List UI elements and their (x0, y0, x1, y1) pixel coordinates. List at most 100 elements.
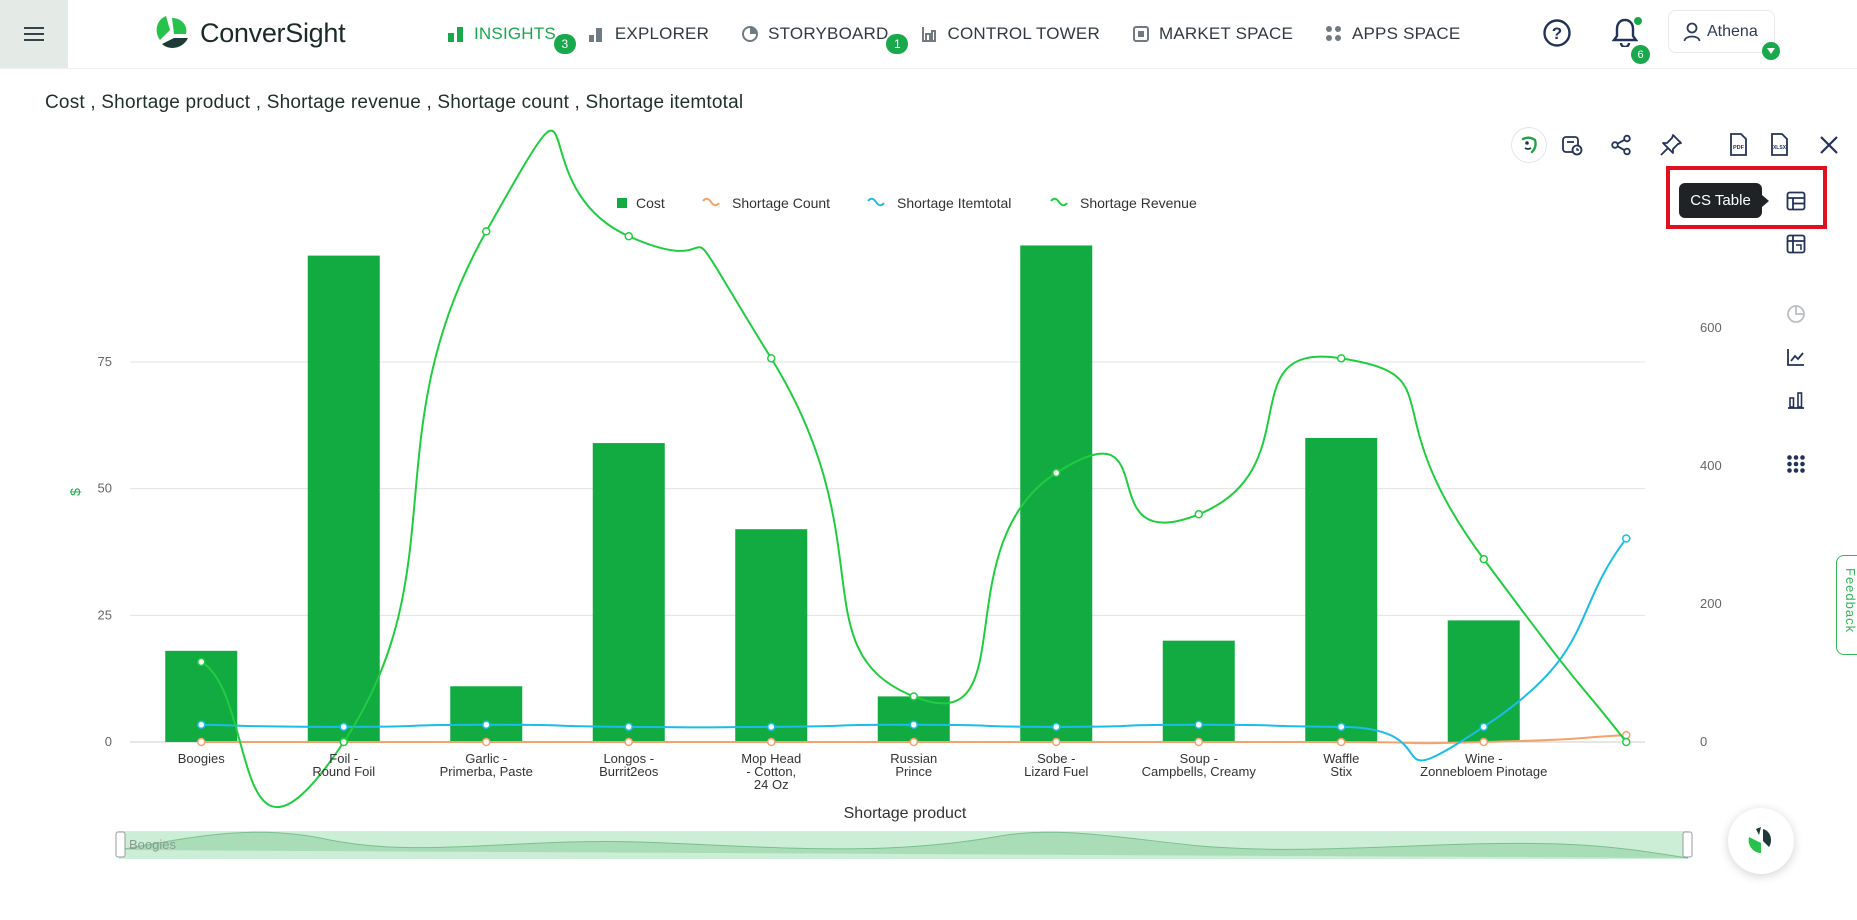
nav-apps-space[interactable]: APPS SPACE (1325, 24, 1460, 44)
hamburger-menu-button[interactable] (0, 0, 68, 68)
user-name: Athena (1707, 22, 1758, 40)
notification-dot (1634, 17, 1642, 25)
shortage-itemtotal-point (909, 720, 918, 729)
nav-control-tower[interactable]: CONTROL TOWER (920, 24, 1100, 44)
nav-storyboard[interactable]: STORYBOARD 1 (741, 24, 909, 54)
page-title: Cost , Shortage product , Shortage reven… (45, 92, 744, 113)
pin-icon (1660, 134, 1682, 156)
right-y-tick-label: 600 (1700, 320, 1722, 335)
shortage-revenue-line (200, 129, 1628, 808)
feedback-tab[interactable]: Feedback (1836, 555, 1857, 655)
main-nav: INSIGHTS 3 EXPLORER STORYBOARD 1 CONTROL… (447, 0, 1492, 68)
zoom-slider-start-label: Boogies (129, 837, 176, 852)
nav-market-space-label: MARKET SPACE (1158, 24, 1293, 43)
shortage-itemtotal-point (197, 720, 206, 729)
category-label: Round Foil (312, 764, 375, 779)
cs-table-tooltip: CS Table (1679, 183, 1769, 218)
brand-logo[interactable]: ConverSight (152, 14, 346, 52)
cost-bars (165, 245, 1520, 742)
right-y-axis: 0 200 400 600 (1700, 320, 1722, 749)
notifications-button[interactable]: 6 (1611, 17, 1650, 64)
shortage-count-point (1052, 737, 1061, 747)
chart-legend: Cost Shortage Count Shortage Itemtotal Shor… (617, 195, 1197, 211)
close-icon (1820, 136, 1838, 154)
shortage-count-point (1194, 737, 1203, 747)
pie-chart-view-button[interactable] (1781, 299, 1811, 329)
more-chart-types-button[interactable] (1781, 449, 1811, 479)
category-label: Longos - (603, 751, 654, 766)
x-axis-categories: Boogies Foil -Round Foil Garlic -Primerba,… (178, 751, 1548, 792)
cost-bar (1447, 620, 1520, 742)
shortage-revenue-point (1194, 510, 1203, 519)
cost-bar (1305, 438, 1378, 742)
category-label: 24 Oz (754, 777, 789, 792)
shortage-revenue-point (624, 231, 633, 241)
x-axis-title: Shortage product (844, 805, 967, 822)
nav-insights[interactable]: INSIGHTS 3 (447, 24, 576, 54)
conversight-assistant-icon (1748, 827, 1771, 853)
shortage-count-point (197, 737, 206, 747)
category-label: Mop Head (741, 751, 801, 766)
svg-text:PDF: PDF (1733, 145, 1745, 151)
calendar-clock-icon (1562, 136, 1583, 156)
category-label: Campbells, Creamy (1142, 764, 1257, 779)
cs-table-view-button[interactable] (1781, 186, 1811, 216)
shortage-revenue-point (1622, 737, 1631, 747)
zoom-slider-left-handle[interactable] (115, 831, 126, 858)
download-pdf-button[interactable]: PDF (1721, 128, 1755, 162)
shortage-itemtotal-point (482, 720, 491, 729)
shortage-count-point (1479, 737, 1488, 747)
highlight-annotation-box (1666, 166, 1827, 229)
shortage-revenue-point (909, 692, 918, 701)
shortage-count-point (624, 737, 633, 747)
close-button[interactable] (1812, 128, 1846, 162)
pin-button[interactable] (1654, 128, 1688, 162)
nav-explorer[interactable]: EXPLORER (588, 24, 709, 44)
shortage-itemtotal-point (624, 722, 633, 732)
shortage-count-point (909, 737, 918, 747)
schedule-report-button[interactable] (1555, 128, 1589, 162)
nav-market-space[interactable]: MARKET SPACE (1132, 24, 1293, 44)
svg-text:XLSX: XLSX (1773, 145, 1787, 151)
share-icon (1611, 134, 1631, 156)
left-y-axis: 0 25 50 75 (98, 354, 112, 749)
left-y-tick-label: 0 (105, 734, 112, 749)
legend-swatch-square (617, 198, 627, 208)
pdf-file-icon: PDF (1730, 133, 1747, 156)
user-menu[interactable]: Athena (1668, 10, 1780, 60)
bar-chart-icon (448, 27, 463, 42)
shortage-revenue-point (339, 737, 348, 747)
category-label: Foil - (329, 751, 358, 766)
y-axis-title: $ (67, 488, 83, 496)
legend-swatch-line (702, 197, 720, 207)
ai-assistant-toggle-button[interactable] (1512, 128, 1546, 162)
bar-chart-view-button[interactable] (1781, 385, 1811, 415)
legend-label: Shortage Revenue (1080, 195, 1197, 211)
share-button[interactable] (1604, 128, 1638, 162)
category-label: Sobe - (1037, 751, 1075, 766)
cost-bar (450, 686, 523, 742)
pivot-table-icon (1786, 234, 1806, 254)
download-xlsx-button[interactable]: XLSX (1762, 128, 1796, 162)
category-label: Zonnebloem Pinotage (1420, 764, 1547, 779)
pivot-table-view-button[interactable] (1781, 229, 1811, 259)
zoom-slider-right-handle[interactable] (1682, 831, 1693, 858)
legend-label: Shortage Count (732, 195, 830, 211)
ai-face-icon (1521, 136, 1537, 154)
shortage-revenue-point (1052, 468, 1061, 478)
cost-bar (592, 443, 665, 742)
category-label: - Cotton, (746, 764, 796, 779)
category-label: Garlic - (465, 751, 507, 766)
ai-assistant-button[interactable] (1728, 808, 1794, 874)
series-lines (197, 129, 1631, 808)
left-y-tick-label: 75 (98, 354, 112, 369)
help-button[interactable]: ? (1542, 18, 1572, 48)
feedback-label: Feedback (1843, 568, 1857, 634)
zoom-slider[interactable]: Boogies (115, 831, 1693, 859)
shortage-itemtotal-point (1052, 722, 1061, 732)
line-chart-view-button[interactable] (1781, 342, 1811, 372)
category-label: Wine - (1465, 751, 1503, 766)
cost-bar (307, 255, 380, 742)
chevron-down-icon (1767, 48, 1775, 54)
user-menu-caret[interactable] (1762, 42, 1780, 60)
